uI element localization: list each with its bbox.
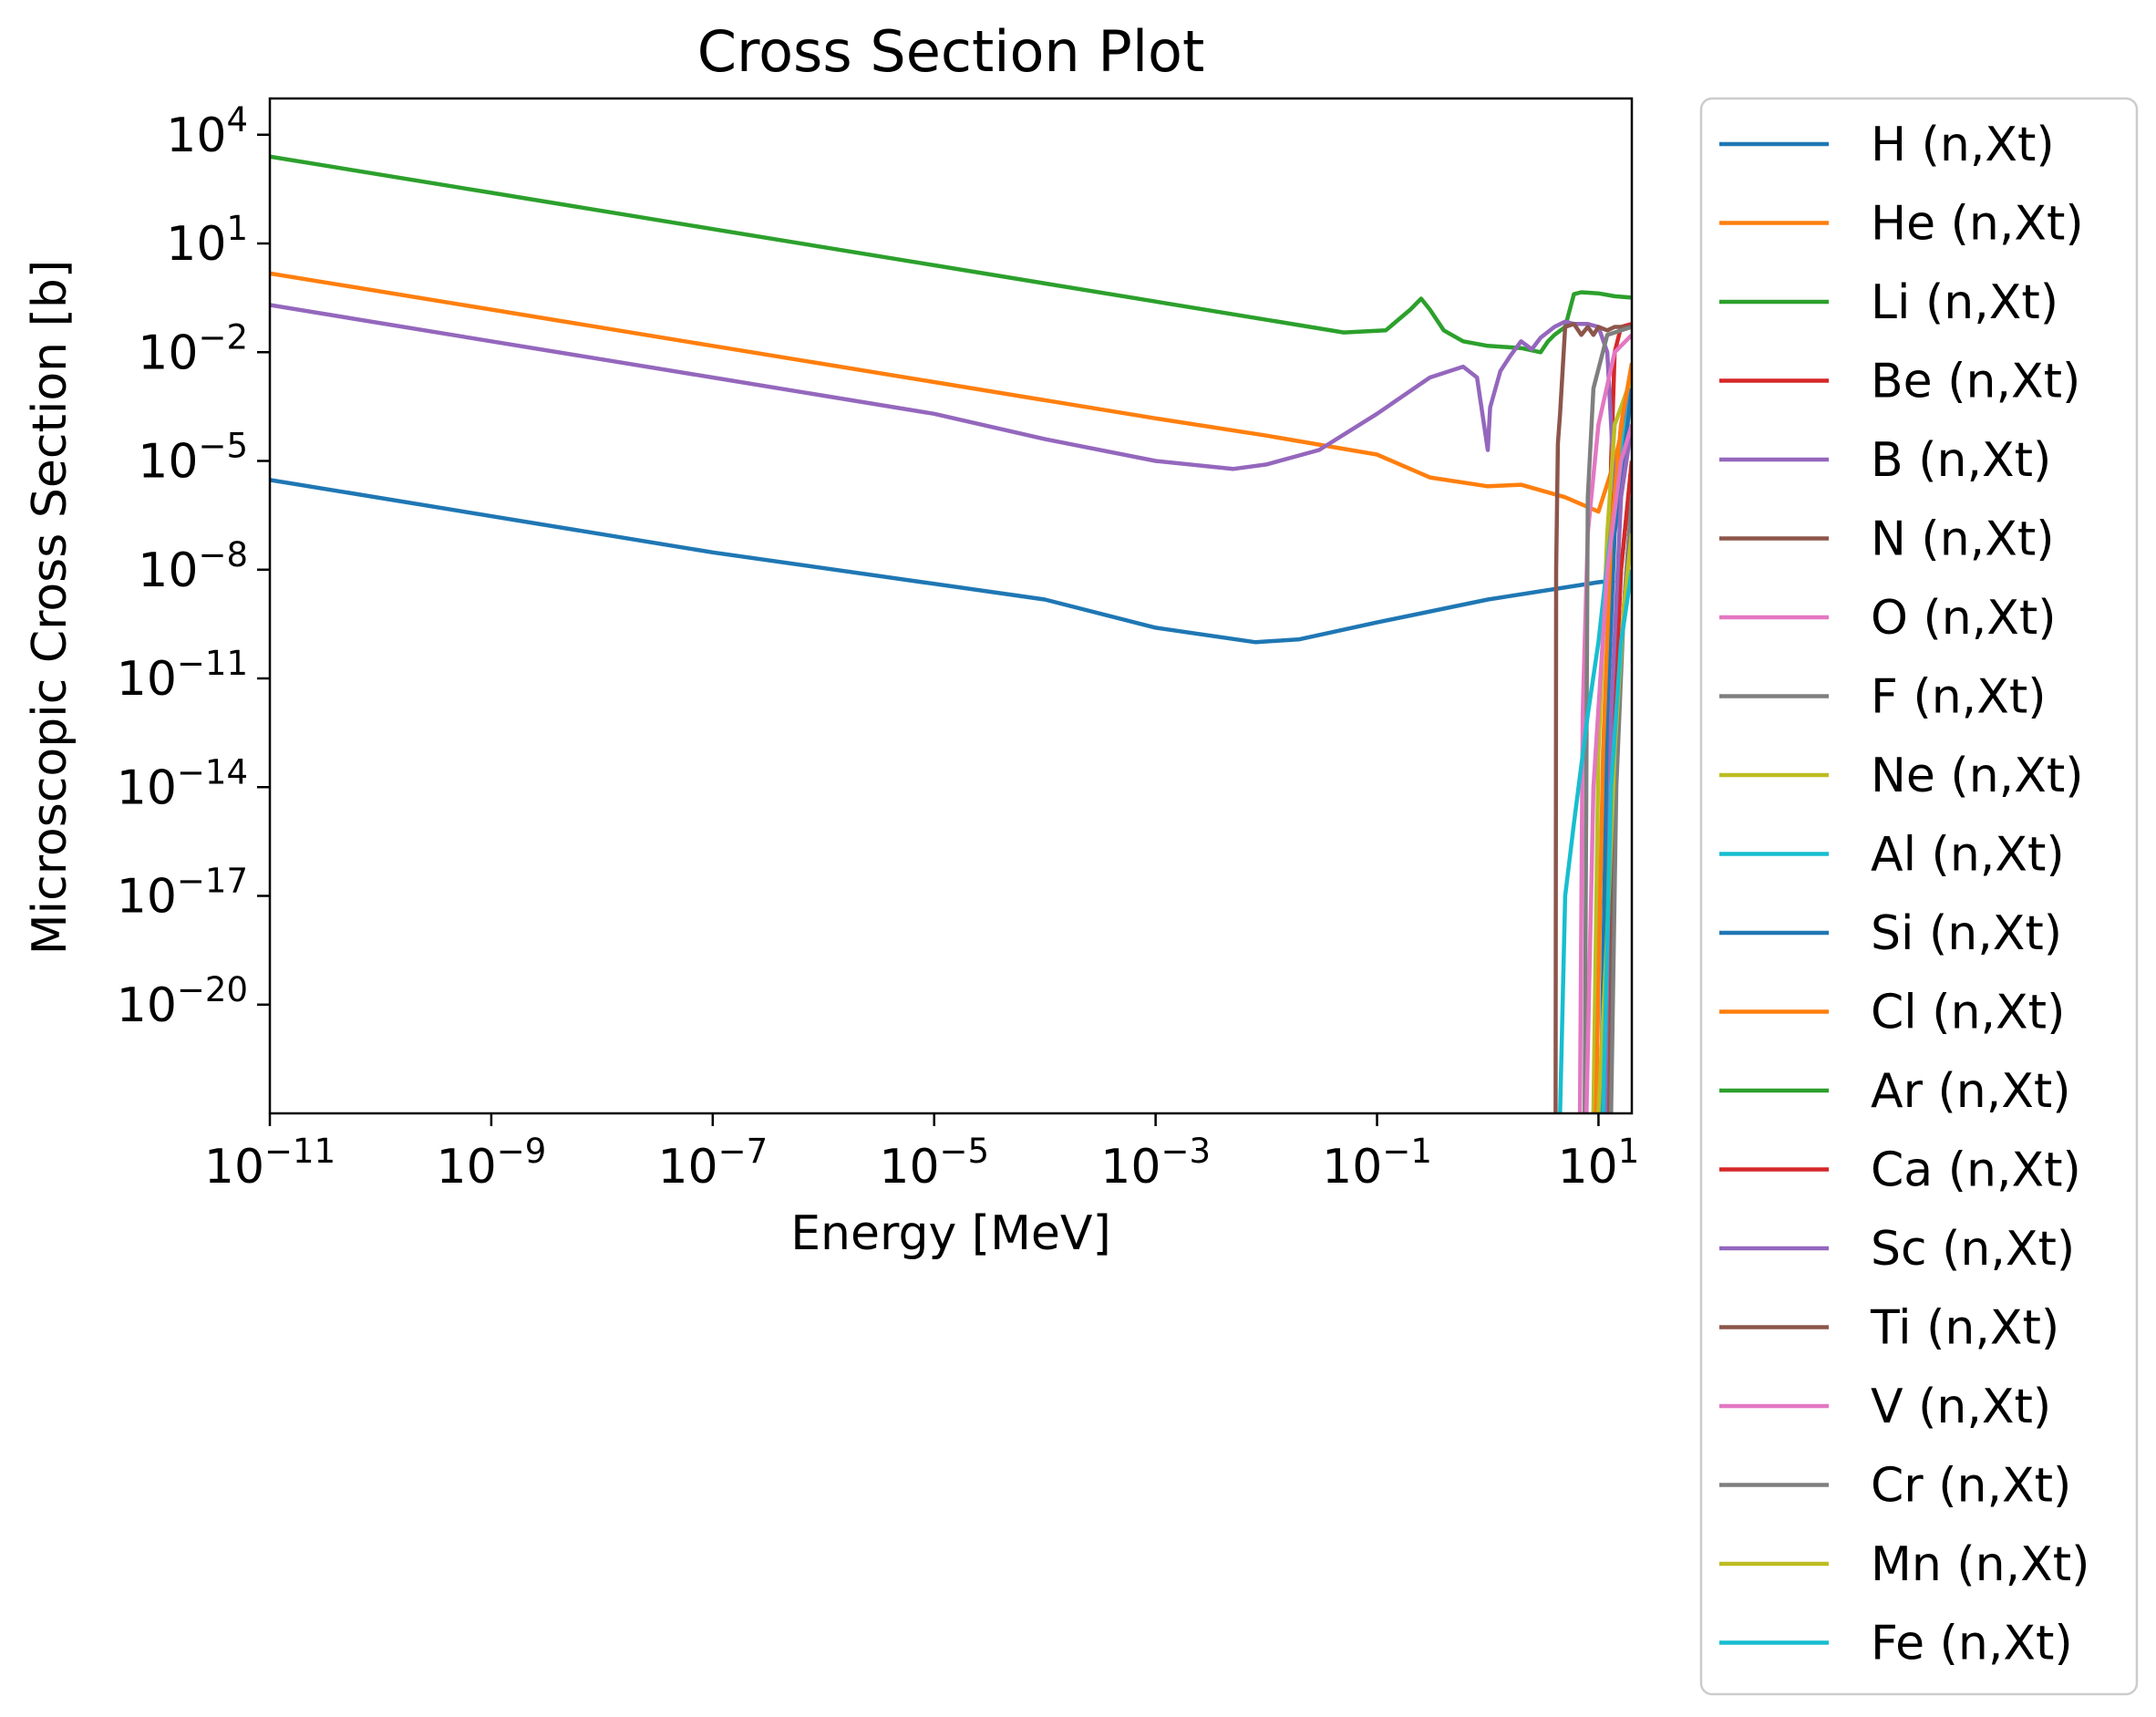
x-tick-label: 10−9	[437, 1132, 547, 1195]
y-tick-label: 10−14	[117, 752, 248, 815]
legend-label-ar: Ar (n,Xt)	[1871, 1064, 2071, 1119]
legend-label-si: Si (n,Xt)	[1871, 906, 2062, 961]
x-tick-label: 10−5	[879, 1132, 989, 1195]
legend-label-ca: Ca (n,Xt)	[1871, 1143, 2081, 1198]
chart-title: Cross Section Plot	[697, 18, 1205, 85]
y-tick-label: 104	[166, 100, 248, 163]
legend-label-v: V (n,Xt)	[1871, 1380, 2051, 1434]
legend-label-fe: Fe (n,Xt)	[1871, 1617, 2073, 1671]
legend-label-b: B (n,Xt)	[1871, 433, 2051, 488]
x-tick-label: 10−7	[657, 1132, 768, 1195]
legend-label-mn: Mn (n,Xt)	[1871, 1537, 2089, 1592]
y-tick-label: 10−17	[117, 862, 248, 925]
y-tick-label: 10−11	[117, 644, 248, 707]
legend-label-ti: Ti (n,Xt)	[1870, 1301, 2059, 1356]
y-ticks: 104 101 10−2 10−5 10−8 10−11 10−14 10−17 10−20	[117, 100, 270, 1033]
y-tick-label: 101	[166, 209, 248, 272]
legend-label-h: H (n,Xt)	[1871, 118, 2055, 172]
series-line-he	[270, 271, 1632, 514]
legend: H (n,Xt) He (n,Xt) Li (n,Xt) Be (n,Xt) B (n,…	[1699, 97, 2139, 1696]
plot-frame	[268, 97, 1634, 1115]
legend-label-ne: Ne (n,Xt)	[1871, 749, 2084, 803]
x-tick-label: 10−3	[1100, 1132, 1211, 1195]
series-line-li	[270, 154, 1632, 355]
x-axis-label: Energy [MeV]	[790, 1206, 1111, 1261]
legend-label-n: N (n,Xt)	[1871, 512, 2055, 567]
series-line-o	[1577, 333, 1632, 1113]
series-line-n	[1553, 322, 1632, 1113]
legend-label-f: F (n,Xt)	[1871, 670, 2047, 725]
series-layer	[270, 154, 1632, 1113]
series-line-ca	[1604, 460, 1632, 1113]
series-line-fe	[1601, 569, 1632, 1113]
x-ticks: 10−11 10−9 10−7 10−5 10−3 10−1 101	[204, 1113, 1639, 1195]
series-line-h	[270, 478, 1615, 645]
legend-label-cr: Cr (n,Xt)	[1871, 1459, 2071, 1514]
series-line-f	[1583, 325, 1632, 1113]
x-tick-label: 101	[1558, 1132, 1640, 1195]
legend-frame	[1699, 97, 2139, 1696]
series-line-v	[1584, 424, 1632, 1113]
y-tick-label: 10−8	[138, 535, 248, 598]
series-line-si	[1598, 388, 1632, 1113]
y-axis-label: Microscopic Cross Section [b]	[23, 260, 77, 955]
y-tick-label: 10−2	[138, 317, 248, 380]
y-tick-label: 10−5	[138, 427, 248, 490]
legend-label-al: Al (n,Xt)	[1871, 828, 2065, 883]
legend-label-be: Be (n,Xt)	[1871, 355, 2080, 409]
legend-label-o: O (n,Xt)	[1871, 591, 2057, 646]
x-tick-label: 10−1	[1322, 1132, 1432, 1195]
legend-label-li: Li (n,Xt)	[1871, 275, 2058, 330]
legend-label-he: He (n,Xt)	[1871, 197, 2084, 252]
legend-label-cl: Cl (n,Xt)	[1871, 986, 2065, 1040]
legend-label-sc: Sc (n,Xt)	[1871, 1222, 2075, 1277]
y-tick-label: 10−20	[117, 970, 248, 1033]
x-tick-label: 10−11	[204, 1132, 335, 1195]
series-line-b	[270, 303, 1632, 500]
series-line-ne	[1591, 377, 1632, 1113]
